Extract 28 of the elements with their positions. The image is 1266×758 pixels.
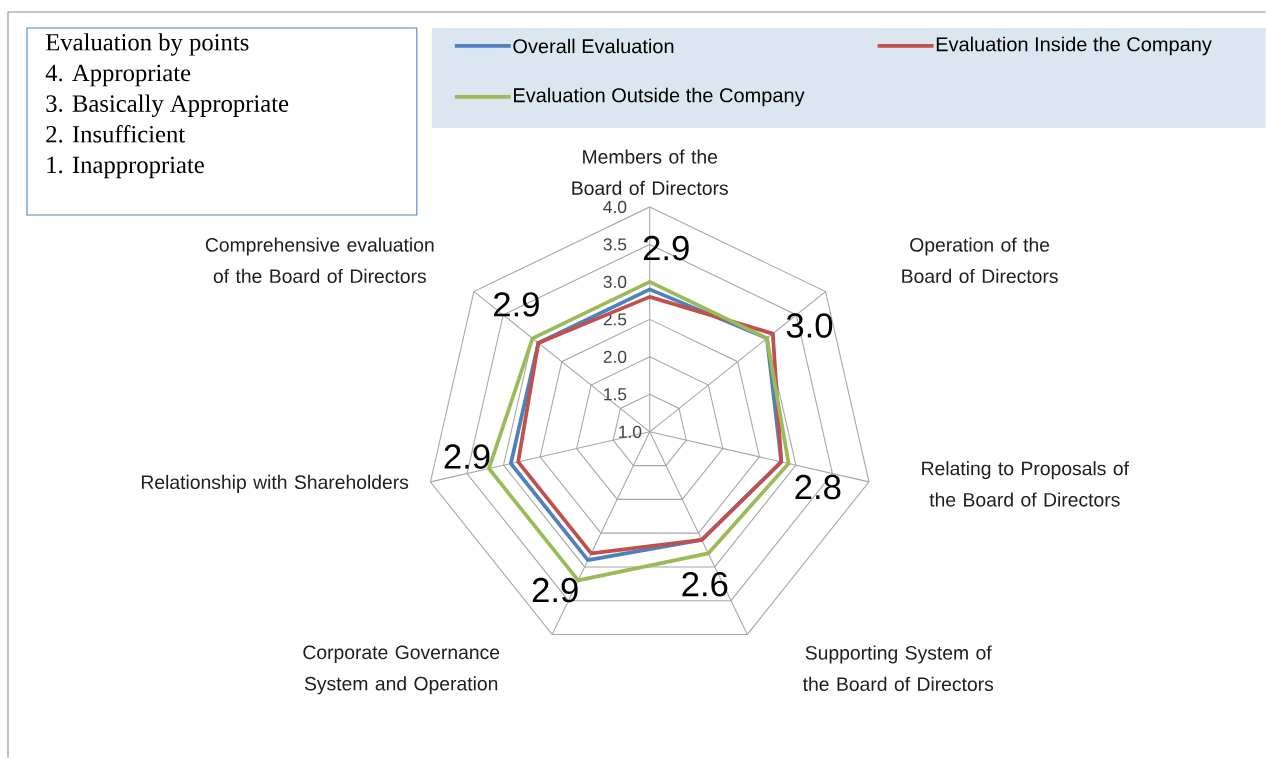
spoke-label: Comprehensive evaluation of the Board of Directors: [205, 237, 434, 283]
spoke-label: Supporting System of the Board of Directors: [802, 645, 994, 691]
data-label: 2.9: [643, 235, 689, 261]
data-label: 2.9: [494, 292, 539, 317]
data-label: 2.9: [444, 444, 490, 469]
text: 2. Insufficient: [46, 124, 186, 143]
spoke-label: Operation of the Board of Directors: [902, 237, 1058, 283]
data-label: 2.8: [795, 474, 841, 500]
y-tick-label: 2.0: [603, 350, 627, 363]
data-label: 2.6: [682, 571, 728, 597]
y-tick-label: 1.0: [619, 425, 642, 438]
y-tick-label: 3.0: [603, 275, 627, 288]
legend-label: Overall Evaluation: [513, 38, 674, 54]
text: 1. Inappropriate: [47, 156, 204, 179]
text: 3. Basically Appropriate: [46, 94, 289, 117]
y-tick-label: 3.5: [603, 238, 627, 251]
spoke-label: Relationship with Shareholders: [141, 474, 409, 493]
y-tick-label: 1.5: [604, 388, 627, 401]
y-tick-label: 4.0: [603, 200, 627, 213]
text: 4. Appropriate: [45, 64, 191, 87]
data-label: 3.0: [786, 313, 833, 338]
spoke-label: Corporate Governance System and Operation: [303, 645, 500, 695]
legend-label: Evaluation Outside the Company: [514, 87, 805, 107]
spoke-label: Relating to Proposals of the Board of Directors: [922, 461, 1129, 507]
spoke-label: Members of the Board of Directors: [572, 149, 728, 195]
data-label: 2.9: [532, 577, 578, 603]
text: Evaluation by points: [45, 33, 249, 56]
legend-label: Evaluation Inside the Company: [936, 36, 1212, 56]
